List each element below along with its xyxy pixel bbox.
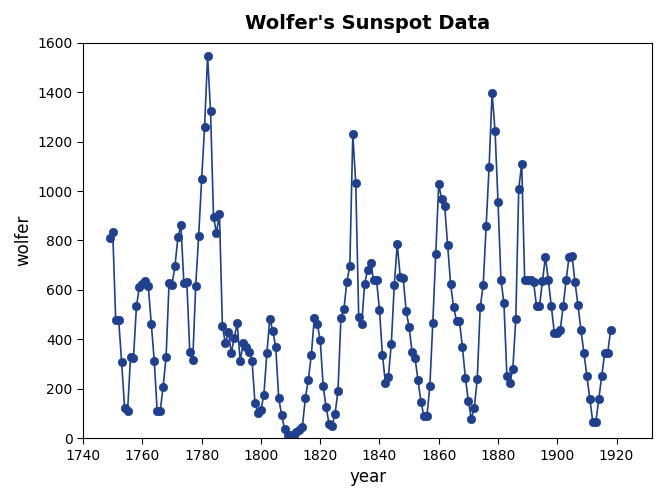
Y-axis label: wolfer: wolfer xyxy=(14,215,32,266)
Title: Wolfer's Sunspot Data: Wolfer's Sunspot Data xyxy=(245,14,490,33)
X-axis label: year: year xyxy=(349,468,386,486)
